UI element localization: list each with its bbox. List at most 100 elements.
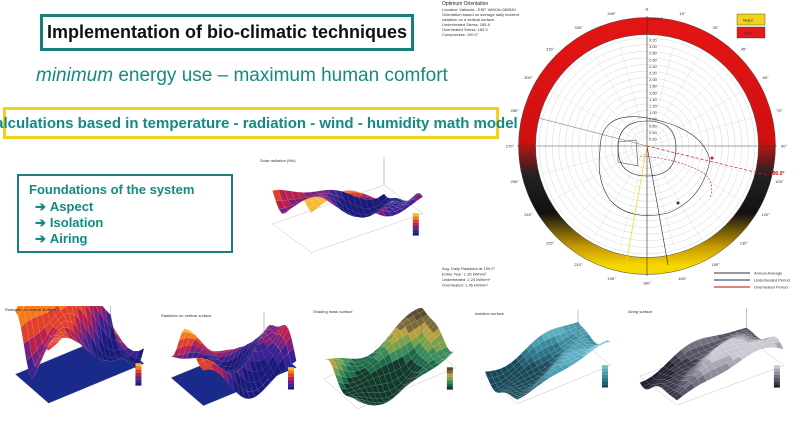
surface-plot-radiation-2: Radiation on vertical surface — [161, 312, 297, 406]
angle-label: 345° — [607, 11, 616, 16]
colorbar-swatch — [773, 384, 780, 388]
ring-label: 2.80 — [649, 51, 658, 56]
surface-cell — [277, 324, 286, 336]
colorbar-swatch — [412, 229, 419, 233]
grid-spoke — [651, 52, 702, 138]
colorbar-swatch — [773, 381, 780, 385]
yellow-orientation-line — [625, 145, 648, 265]
angle-label: 60° — [763, 75, 769, 80]
black-orientation-line — [646, 145, 669, 266]
arrow-right-icon: ➔ — [35, 215, 46, 230]
summary-line: Underheated: 2.24 kWh/m² — [442, 277, 491, 282]
colorbar-swatch — [135, 366, 142, 370]
colorbar-swatch — [602, 381, 608, 385]
surface-caption: Airing surface — [628, 309, 653, 314]
ring-label: 3.00 — [649, 44, 658, 49]
summary-line: Entire Year: 1.36 kWh/m² — [442, 272, 487, 277]
colorbar-swatch — [446, 380, 453, 384]
surface-cell — [409, 192, 421, 201]
chart-info-line: Location: Valencia - ESP, WMO#=082840 — [442, 7, 517, 12]
surface-plot-isolation: Isolation surface — [475, 310, 611, 404]
surface-cell — [51, 306, 58, 310]
surface-caption: Radiation on vertical surface — [5, 307, 56, 312]
surface-plot-shading: Shading mask surface — [313, 308, 457, 409]
grid-spoke — [570, 69, 641, 140]
angle-label: N — [646, 7, 649, 12]
colorbar-swatch — [288, 383, 294, 387]
page-title: Implementation of bio-climatic technique… — [46, 22, 408, 42]
annual-average-curve — [617, 120, 677, 177]
ring-label: 1.00 — [649, 110, 658, 115]
grid-spoke — [592, 154, 643, 240]
angle-label: 225° — [546, 240, 555, 245]
surface-cell — [427, 320, 436, 330]
summary-line: Avg. Daily Radiation at 190.0° — [442, 266, 496, 271]
colorbar-swatch — [288, 367, 294, 371]
legend-overheated-label: Overheated Period — [754, 285, 788, 290]
colorbar-swatch — [288, 379, 294, 384]
arrow-right-icon: ➔ — [35, 231, 46, 246]
angle-label: 315° — [546, 47, 555, 52]
ring-label: 1.80 — [649, 84, 658, 89]
colorbar-swatch — [412, 225, 419, 230]
colorbar-swatch — [446, 376, 453, 381]
colorbar-swatch — [602, 384, 608, 388]
calculation-box: Calculations based in temperature - radi… — [0, 107, 518, 139]
ring-label: 1.60 — [649, 90, 658, 95]
colorbar-swatch — [288, 373, 294, 377]
colorbar-swatch — [135, 379, 142, 383]
angle-label: 165° — [678, 276, 687, 281]
surface-cell — [124, 359, 134, 367]
legend-major-label: Major — [743, 18, 754, 23]
colorbar-swatch — [412, 216, 419, 220]
surface-cell — [258, 327, 267, 342]
angle-label: 330° — [574, 25, 583, 30]
surface-cell — [430, 323, 439, 334]
angle-label: 195° — [607, 276, 616, 281]
grid-spoke — [651, 154, 702, 240]
optimum-marker-label: 190.0° — [770, 171, 785, 177]
grid-spoke — [553, 91, 639, 142]
surface-cell — [740, 327, 750, 332]
colorbar-swatch — [412, 232, 419, 236]
ring-label: 3.20 — [649, 38, 658, 43]
foundation-item-label: Isolation — [49, 215, 104, 230]
surface-cell — [415, 308, 425, 314]
grid-spoke — [618, 41, 645, 137]
colorbar-swatch — [446, 383, 453, 387]
surface-cell — [282, 328, 292, 344]
angle-label: 15° — [679, 11, 685, 16]
colorbar-swatch — [773, 374, 780, 378]
foundation-item-label: Aspect — [49, 199, 94, 214]
foundation-item-label: Airing — [49, 231, 88, 246]
ring-label: 0.40 — [649, 130, 658, 135]
colorbar-swatch — [135, 376, 142, 380]
summary-line: Overheated: 1.46 kWh/m² — [442, 283, 488, 288]
surface-cell — [421, 314, 431, 323]
surface-cell — [380, 197, 391, 205]
surface-cell — [280, 324, 289, 338]
surface-cell — [105, 309, 114, 330]
surface-cell — [762, 336, 772, 340]
ring-label: 0.20 — [649, 137, 658, 142]
surface-cell — [602, 340, 611, 344]
subtitle-rest: energy use – maximum human comfort — [113, 65, 448, 86]
surface-cell — [438, 340, 448, 350]
surface-cell — [774, 341, 784, 350]
surface-cell — [447, 349, 456, 357]
subtitle: minimum energy use – maximum human comfo… — [36, 65, 448, 87]
radiation-summary: Avg. Daily Radiation at 190.0°Entire Yea… — [442, 266, 496, 288]
angle-label: 120° — [762, 212, 771, 217]
grid-spoke — [649, 41, 676, 137]
colorbar-swatch — [135, 369, 142, 373]
foundations-box: Foundations of the system ➔ Aspect ➔ Isola… — [17, 174, 233, 253]
surface-cell — [288, 347, 297, 365]
colorbar-swatch — [446, 367, 453, 371]
grid-spoke — [655, 150, 741, 201]
angle-label: 300° — [524, 75, 533, 80]
colorbar-swatch — [773, 368, 780, 372]
colorbar-swatch — [602, 368, 608, 372]
colorbar-swatch — [446, 373, 453, 377]
ring-label: 0.60 — [649, 123, 658, 128]
angle-label: 255° — [511, 179, 520, 184]
